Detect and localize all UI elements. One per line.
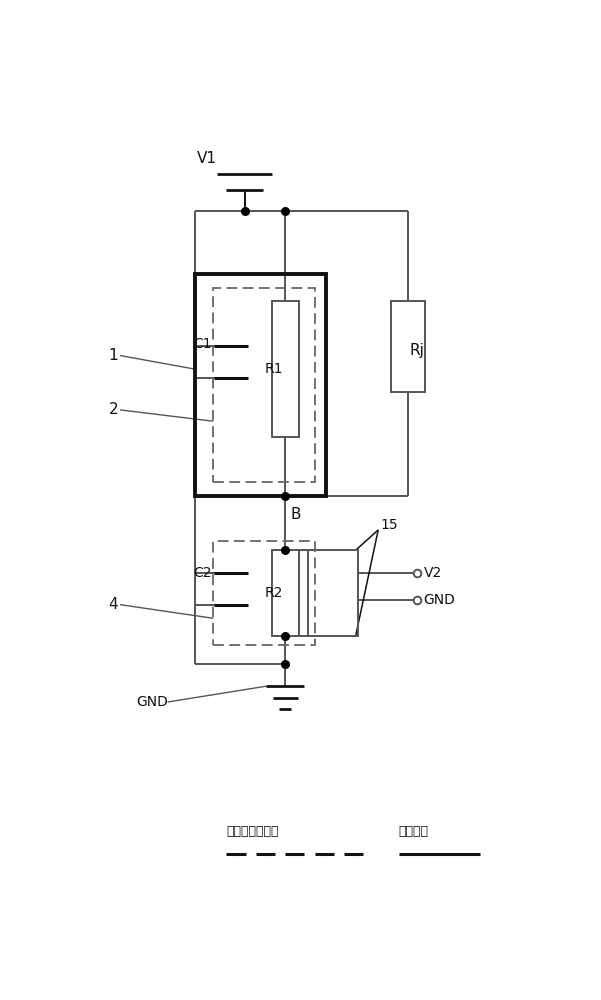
Text: 4: 4 xyxy=(109,597,118,612)
Text: GND: GND xyxy=(136,695,168,709)
Text: Rj: Rj xyxy=(410,344,425,359)
Text: 金属材质: 金属材质 xyxy=(398,825,429,838)
Bar xyxy=(391,301,425,392)
Text: 1: 1 xyxy=(109,348,118,363)
Text: R2: R2 xyxy=(264,586,283,600)
Bar xyxy=(272,550,299,636)
Text: C1: C1 xyxy=(193,337,212,351)
Text: V2: V2 xyxy=(424,566,442,580)
Bar xyxy=(308,550,358,636)
Text: 15: 15 xyxy=(380,518,398,532)
Text: R1: R1 xyxy=(264,362,283,376)
Text: 非金属绝缘材质: 非金属绝缘材质 xyxy=(227,825,279,838)
Bar xyxy=(272,301,299,437)
Bar xyxy=(195,274,326,496)
Text: C2: C2 xyxy=(193,566,212,580)
Text: B: B xyxy=(291,507,301,522)
Bar xyxy=(213,541,315,645)
Text: V1: V1 xyxy=(197,151,217,166)
Text: 2: 2 xyxy=(109,402,118,417)
Bar xyxy=(213,288,315,482)
Text: GND: GND xyxy=(424,593,456,607)
